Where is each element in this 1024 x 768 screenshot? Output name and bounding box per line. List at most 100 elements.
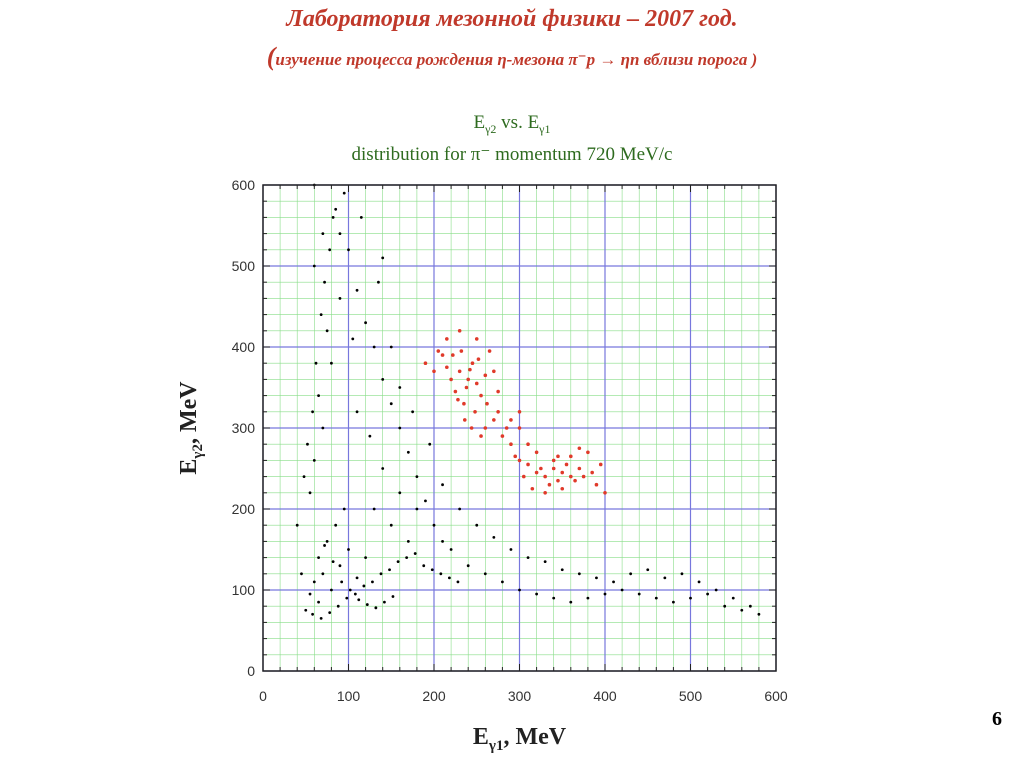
background-point bbox=[603, 592, 607, 596]
signal-point bbox=[483, 426, 488, 430]
signal-point bbox=[603, 491, 607, 495]
y-axis-title-tail: , MeV bbox=[176, 381, 202, 444]
background-point bbox=[319, 313, 323, 316]
signal-point bbox=[468, 367, 472, 372]
background-point bbox=[637, 592, 641, 596]
signal-point bbox=[479, 393, 483, 398]
background-point bbox=[374, 606, 378, 610]
background-point bbox=[569, 600, 573, 604]
background-point bbox=[338, 232, 342, 236]
background-point bbox=[398, 426, 402, 430]
background-point bbox=[347, 248, 350, 252]
signal-point bbox=[543, 474, 547, 479]
background-point bbox=[456, 580, 460, 584]
signal-point bbox=[560, 486, 565, 491]
background-point bbox=[312, 264, 316, 268]
background-point bbox=[355, 576, 359, 580]
background-point bbox=[321, 572, 325, 576]
signal-point bbox=[476, 357, 481, 361]
data-points bbox=[295, 183, 761, 620]
background-point bbox=[714, 588, 718, 592]
chart-title-sub1: γ2 bbox=[485, 121, 497, 136]
background-point bbox=[672, 600, 675, 604]
background-point bbox=[302, 475, 306, 478]
background-point bbox=[432, 523, 436, 527]
background-point bbox=[330, 588, 333, 592]
background-point bbox=[552, 596, 556, 600]
background-point bbox=[405, 556, 409, 559]
chart-title-line1: Eγ2 vs. Eγ1 bbox=[0, 112, 1024, 137]
background-point bbox=[381, 378, 385, 381]
signal-point bbox=[573, 478, 577, 483]
background-point bbox=[757, 612, 761, 616]
signal-point bbox=[456, 397, 460, 402]
background-point bbox=[543, 560, 547, 564]
x-tick-label: 200 bbox=[422, 688, 446, 704]
signal-point bbox=[594, 482, 599, 487]
background-point bbox=[680, 572, 684, 576]
chart-title-vs: vs. E bbox=[496, 112, 540, 133]
signal-point bbox=[451, 353, 455, 357]
background-point bbox=[317, 394, 320, 397]
background-point bbox=[295, 523, 299, 527]
background-point bbox=[351, 337, 355, 341]
background-point bbox=[430, 568, 434, 572]
background-point bbox=[308, 592, 312, 596]
signal-point bbox=[469, 426, 474, 430]
background-point bbox=[317, 600, 320, 604]
background-point bbox=[312, 459, 316, 462]
signal-point bbox=[479, 434, 483, 438]
background-point bbox=[697, 580, 701, 584]
background-point bbox=[348, 588, 352, 592]
background-point bbox=[449, 548, 453, 551]
background-point bbox=[389, 345, 393, 349]
y-axis-title-main: E bbox=[176, 459, 202, 475]
signal-point bbox=[517, 458, 522, 463]
background-point bbox=[319, 616, 323, 620]
background-point bbox=[689, 596, 692, 600]
background-point bbox=[365, 603, 369, 606]
background-point bbox=[389, 402, 393, 406]
x-tick-label: 0 bbox=[259, 688, 267, 704]
background-point bbox=[379, 572, 383, 576]
background-point bbox=[535, 592, 538, 596]
signal-point bbox=[432, 369, 436, 374]
signal-point bbox=[445, 365, 449, 370]
background-point bbox=[595, 576, 598, 580]
signal-point bbox=[530, 486, 535, 491]
signal-point bbox=[547, 482, 552, 487]
background-point bbox=[336, 604, 340, 608]
signal-point bbox=[487, 349, 492, 353]
background-point bbox=[411, 410, 415, 414]
background-point bbox=[342, 191, 346, 195]
background-point bbox=[368, 434, 372, 438]
background-point bbox=[311, 612, 314, 616]
background-point bbox=[342, 507, 346, 511]
x-axis-title-main: E bbox=[473, 724, 489, 750]
signal-point bbox=[436, 349, 441, 353]
background-point bbox=[389, 523, 393, 527]
signal-point bbox=[485, 401, 489, 406]
background-point bbox=[612, 580, 615, 584]
signal-point bbox=[453, 389, 458, 394]
background-point bbox=[317, 556, 320, 559]
signal-point bbox=[517, 426, 522, 430]
background-point bbox=[355, 410, 359, 414]
background-point bbox=[323, 280, 326, 284]
signal-point bbox=[539, 466, 543, 471]
signal-point bbox=[474, 337, 479, 341]
background-point bbox=[308, 491, 312, 495]
background-point bbox=[663, 576, 667, 580]
background-point bbox=[355, 288, 359, 292]
background-point bbox=[321, 232, 325, 236]
x-tick-label: 500 bbox=[679, 688, 703, 704]
background-point bbox=[748, 604, 752, 608]
background-point bbox=[391, 595, 395, 598]
chart-title-sub2: γ1 bbox=[539, 121, 551, 136]
background-point bbox=[406, 540, 410, 543]
y-tick-label: 600 bbox=[232, 177, 256, 193]
background-point bbox=[406, 450, 410, 454]
background-point bbox=[428, 442, 432, 446]
background-point bbox=[381, 467, 385, 470]
signal-point bbox=[466, 377, 471, 382]
